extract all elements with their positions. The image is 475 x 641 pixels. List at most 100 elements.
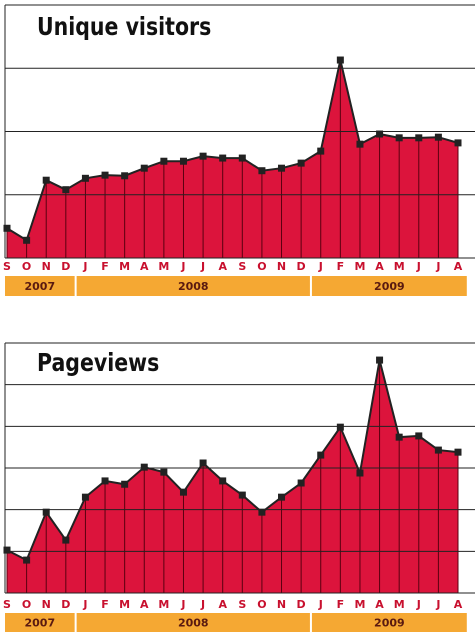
- marker: [317, 147, 325, 155]
- x-tick-label: F: [337, 260, 345, 273]
- area-fill: [7, 360, 458, 593]
- x-tick-label: M: [394, 260, 405, 273]
- marker: [336, 56, 344, 64]
- year-label: 2007: [25, 280, 56, 293]
- x-tick-label: D: [61, 260, 70, 273]
- marker: [454, 139, 462, 147]
- x-tick-label: N: [42, 260, 51, 273]
- marker: [3, 546, 11, 554]
- x-tick-label: J: [82, 598, 87, 611]
- year-band: [76, 613, 310, 632]
- year-band: [5, 613, 75, 632]
- year-label: 2009: [374, 617, 405, 630]
- marker: [415, 134, 423, 142]
- marker: [434, 133, 442, 141]
- x-tick-label: S: [238, 598, 246, 611]
- marker: [219, 154, 227, 162]
- marker: [219, 477, 227, 485]
- x-tick-label: A: [140, 598, 149, 611]
- marker: [140, 463, 148, 471]
- x-tick-label: F: [337, 598, 345, 611]
- x-tick-label: J: [416, 260, 421, 273]
- x-tick-label: S: [3, 598, 11, 611]
- year-band: [311, 613, 467, 632]
- marker: [179, 488, 187, 496]
- x-tick-label: N: [277, 598, 286, 611]
- marker: [356, 140, 364, 148]
- marker: [62, 186, 70, 194]
- x-tick-label: N: [277, 260, 286, 273]
- x-tick-label: D: [297, 260, 306, 273]
- marker: [160, 468, 168, 476]
- x-tick-label: J: [200, 260, 205, 273]
- x-tick-label: A: [375, 260, 384, 273]
- x-tick-label: M: [158, 260, 169, 273]
- x-tick-label: O: [22, 260, 31, 273]
- year-label: 2008: [178, 280, 209, 293]
- marker: [23, 236, 31, 244]
- marker: [454, 448, 462, 456]
- marker: [101, 477, 109, 485]
- marker: [376, 356, 384, 364]
- chart-title: Unique visitors: [37, 13, 211, 41]
- x-tick-label: J: [318, 598, 323, 611]
- x-tick-label: A: [140, 260, 149, 273]
- marker: [121, 172, 129, 180]
- marker: [395, 134, 403, 142]
- x-tick-label: N: [42, 598, 51, 611]
- year-band: [5, 276, 75, 296]
- x-tick-label: M: [354, 260, 365, 273]
- year-band: [311, 276, 467, 296]
- marker: [160, 157, 168, 165]
- x-tick-label: O: [257, 598, 266, 611]
- marker: [317, 451, 325, 459]
- marker: [356, 469, 364, 477]
- marker: [23, 556, 31, 564]
- marker: [297, 479, 305, 487]
- x-tick-label: O: [257, 260, 266, 273]
- year-label: 2008: [178, 617, 209, 630]
- year-label: 2007: [25, 617, 56, 630]
- marker: [238, 154, 246, 162]
- marker: [297, 159, 305, 167]
- x-tick-label: J: [180, 260, 185, 273]
- year-band: [76, 276, 310, 296]
- x-tick-label: M: [394, 598, 405, 611]
- x-tick-label: J: [318, 260, 323, 273]
- x-tick-label: J: [200, 598, 205, 611]
- marker: [376, 130, 384, 138]
- chart-title: Pageviews: [37, 349, 159, 377]
- marker: [42, 508, 50, 516]
- x-tick-label: J: [416, 598, 421, 611]
- marker: [278, 493, 286, 501]
- marker: [140, 164, 148, 172]
- marker: [62, 536, 70, 544]
- marker: [415, 432, 423, 440]
- x-tick-label: M: [354, 598, 365, 611]
- x-tick-label: J: [435, 598, 440, 611]
- marker: [81, 174, 89, 182]
- marker: [101, 171, 109, 179]
- x-tick-label: A: [454, 260, 463, 273]
- x-tick-label: S: [238, 260, 246, 273]
- x-tick-label: M: [119, 260, 130, 273]
- x-tick-label: J: [82, 260, 87, 273]
- year-label: 2009: [374, 280, 405, 293]
- marker: [121, 480, 129, 488]
- marker: [258, 167, 266, 175]
- marker: [395, 433, 403, 441]
- x-tick-label: D: [297, 598, 306, 611]
- marker: [238, 491, 246, 499]
- x-tick-label: D: [61, 598, 70, 611]
- marker: [3, 224, 11, 232]
- x-tick-label: M: [158, 598, 169, 611]
- x-tick-label: M: [119, 598, 130, 611]
- marker: [81, 493, 89, 501]
- marker: [278, 164, 286, 172]
- x-tick-label: S: [3, 260, 11, 273]
- x-tick-label: A: [375, 598, 384, 611]
- marker: [199, 459, 207, 467]
- marker: [179, 157, 187, 165]
- x-tick-label: J: [435, 260, 440, 273]
- x-tick-label: F: [101, 598, 109, 611]
